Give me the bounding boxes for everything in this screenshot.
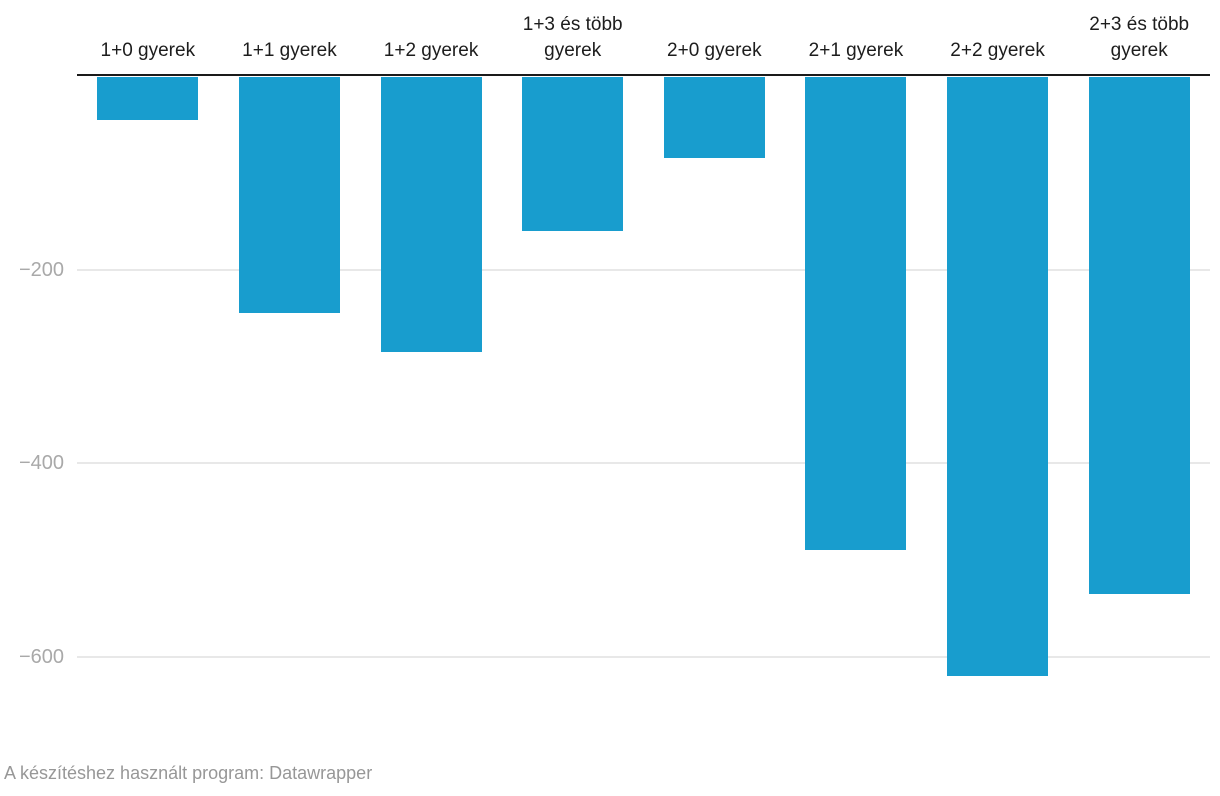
category-label: 1+0 gyerek: [100, 40, 196, 61]
y-tick-label: −400: [18, 452, 64, 474]
category-label: 1+3 és több gyerek: [522, 14, 623, 61]
bar: [805, 77, 907, 551]
category-label: 1+1 gyerek: [242, 40, 337, 61]
gridline: [77, 462, 1210, 464]
category-label: 2+0 gyerek: [667, 40, 762, 61]
bar: [238, 77, 340, 314]
bar: [522, 77, 624, 231]
bar: [380, 77, 482, 352]
bar: [947, 77, 1049, 676]
x-axis-zero-line: [77, 74, 1210, 76]
category-label: 2+1 gyerek: [808, 40, 904, 61]
gridline: [77, 268, 1210, 271]
category-label: 2+3 és több gyerek: [1089, 14, 1190, 61]
gridline: [77, 655, 1210, 658]
y-tick-label: −600: [18, 645, 64, 668]
category-label: 1+2 gyerek: [383, 40, 479, 61]
chart-attribution: A készítéshez használt program: Datawrap…: [4, 763, 373, 783]
plot-area: 1+0 gyerek 1+1 gyerek 1+2 gyerek 1+3 és töb…: [0, 0, 1220, 676]
y-tick-label: −200: [18, 258, 64, 281]
category-label: 2+2 gyerek: [950, 40, 1045, 61]
bar: [1088, 77, 1190, 594]
bar: [97, 77, 199, 120]
category-labels-row: 1+0 gyerek 1+1 gyerek 1+2 gyerek 1+3 és töb…: [0, 0, 1220, 64]
bar: [663, 77, 765, 159]
